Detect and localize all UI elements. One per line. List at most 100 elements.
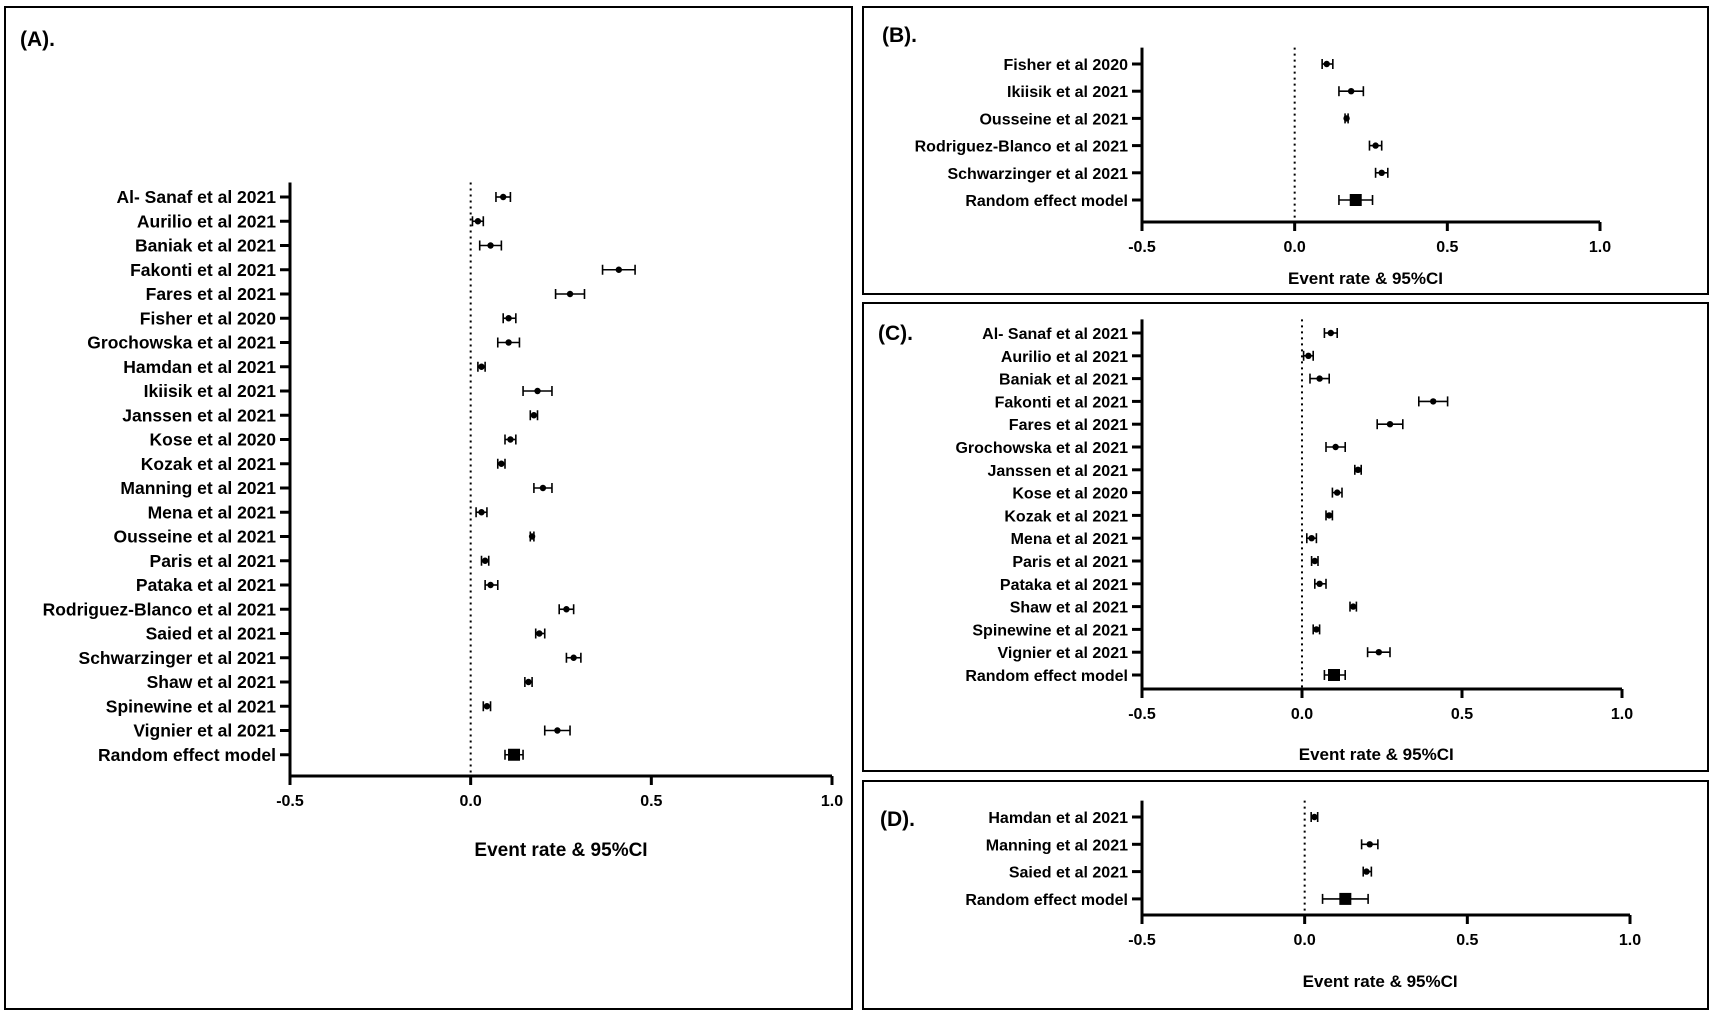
study-label: Grochowska et al 2021 (955, 440, 1128, 457)
point-estimate (1308, 535, 1315, 542)
study-label: Vignier et al 2021 (998, 645, 1129, 662)
study-label: Mena et al 2021 (148, 502, 277, 522)
point-estimate (1366, 841, 1373, 848)
point-estimate (1316, 580, 1323, 587)
study-label: Baniak et al 2021 (135, 236, 276, 256)
pooled-estimate-square (1349, 194, 1362, 206)
point-estimate (1378, 169, 1385, 176)
study-label: Random effect model (965, 668, 1128, 685)
study-label: Al- Sanaf et al 2021 (116, 187, 276, 207)
point-estimate (1327, 329, 1334, 337)
forest-panel-d: (D). -0.5 0.0 0.5 1.0 Event rate & 95%CI Hamda… (862, 780, 1709, 1010)
x-tick-label: 1.0 (1589, 239, 1611, 256)
forest-plot-d: (D). -0.5 0.0 0.5 1.0 Event rate & 95%CI Hamda… (880, 800, 1641, 991)
study-label: Random effect model (965, 892, 1128, 909)
point-estimate (474, 218, 482, 225)
study-label: Hamdan et al 2021 (123, 357, 276, 377)
x-tick-label: 0.5 (1456, 932, 1478, 949)
point-estimate (1354, 466, 1362, 473)
panel-label: (A). (20, 28, 55, 51)
pooled-estimate-square (1339, 892, 1352, 905)
point-estimate (566, 290, 574, 298)
study-label: Paris et al 2021 (1012, 554, 1128, 571)
pooled-estimate-square (508, 748, 521, 761)
study-label: Fakonti et al 2021 (995, 394, 1128, 411)
study-label: Shaw et al 2021 (147, 672, 277, 692)
forest-panel-c: (C). -0.5 0.0 0.5 1.0 Event rate & 95%CI Al- S… (862, 302, 1709, 772)
study-label: Ikiisik et al 2021 (1007, 84, 1128, 101)
x-tick-label: 0.0 (1294, 932, 1316, 949)
x-tick-label: 0.0 (1291, 706, 1313, 723)
study-label: Paris et al 2021 (150, 551, 277, 571)
forest-panel-a: (A). -0.5 0.0 0.5 1.0 Event rate & 95%CI Al- S… (4, 6, 853, 1010)
point-estimate (1326, 512, 1333, 519)
study-label: Vignier et al 2021 (133, 721, 276, 741)
point-estimate (1347, 88, 1355, 95)
study-label: Fisher et al 2020 (140, 308, 276, 328)
study-label: Fisher et al 2020 (1003, 57, 1128, 74)
point-estimate (487, 581, 494, 589)
study-label: Spinewine et al 2021 (972, 622, 1128, 639)
point-estimate (1323, 60, 1330, 68)
point-estimate (1313, 626, 1320, 633)
point-estimate (478, 363, 485, 370)
study-label: Baniak et al 2021 (999, 372, 1128, 389)
study-label: Rodriguez-Blanco et al 2021 (43, 599, 277, 619)
point-estimate (1316, 375, 1323, 382)
point-estimate (505, 339, 512, 346)
point-estimate (1430, 398, 1437, 405)
x-tick-label: 1.0 (1619, 932, 1641, 949)
x-axis-label: Event rate & 95%CI (1299, 745, 1454, 764)
study-label: Mena et al 2021 (1011, 531, 1129, 548)
point-estimate (498, 460, 505, 467)
x-tick-label: -0.5 (276, 793, 304, 810)
point-estimate (1363, 868, 1370, 875)
point-estimate (539, 484, 547, 492)
point-estimate (615, 266, 623, 273)
x-axis-label: Event rate & 95%CI (1303, 972, 1458, 991)
point-estimate (499, 193, 507, 201)
x-tick-label: 0.0 (460, 793, 482, 810)
point-estimate (1332, 443, 1339, 451)
study-label: Kozak et al 2021 (1004, 508, 1128, 525)
x-tick-label: -0.5 (1128, 706, 1156, 723)
study-label: Kozak et al 2021 (141, 454, 276, 474)
study-label: Hamdan et al 2021 (988, 810, 1128, 827)
study-label: Grochowska et al 2021 (87, 333, 276, 353)
point-estimate (483, 703, 491, 710)
pooled-estimate-square (1328, 669, 1340, 681)
point-estimate (1343, 115, 1350, 122)
study-label: Aurilio et al 2021 (137, 211, 276, 231)
point-estimate (1305, 352, 1312, 359)
study-label: Manning et al 2021 (986, 837, 1128, 854)
point-estimate (505, 315, 512, 322)
panel-label: (D). (880, 808, 915, 831)
study-label: Ikiisik et al 2021 (144, 381, 277, 401)
x-tick-label: 0.0 (1284, 239, 1306, 256)
study-label: Saied et al 2021 (1009, 865, 1128, 882)
study-label: Fakonti et al 2021 (130, 260, 276, 280)
x-tick-label: 1.0 (1611, 706, 1633, 723)
study-label: Saied et al 2021 (146, 624, 277, 644)
study-label: Random effect model (98, 745, 276, 765)
study-label: Aurilio et al 2021 (1001, 349, 1128, 366)
study-label: Schwarzinger et al 2021 (79, 648, 277, 668)
study-label: Pataka et al 2021 (136, 575, 276, 595)
point-estimate (1372, 142, 1379, 149)
study-label: Shaw et al 2021 (1010, 600, 1128, 617)
study-label: Manning et al 2021 (120, 478, 276, 498)
study-label: Spinewine et al 2021 (106, 696, 276, 716)
x-tick-label: 1.0 (821, 793, 843, 810)
x-axis-label: Event rate & 95%CI (1288, 269, 1443, 288)
study-label: Random effect model (965, 193, 1128, 210)
point-estimate (481, 557, 489, 564)
forest-plot-b: (B). -0.5 0.0 0.5 1.0 Event rate & 95%CI Fishe… (882, 24, 1611, 288)
point-estimate (528, 533, 536, 540)
study-label: Schwarzinger et al 2021 (947, 166, 1128, 183)
point-estimate (554, 727, 561, 734)
study-label: Rodriguez-Blanco et al 2021 (915, 139, 1128, 156)
x-tick-label: -0.5 (1128, 239, 1156, 256)
study-label: Fares et al 2021 (1009, 417, 1128, 434)
study-label: Fares et al 2021 (146, 284, 277, 304)
forest-plot-a: (A). -0.5 0.0 0.5 1.0 Event rate & 95%CI Al- S… (20, 28, 843, 861)
